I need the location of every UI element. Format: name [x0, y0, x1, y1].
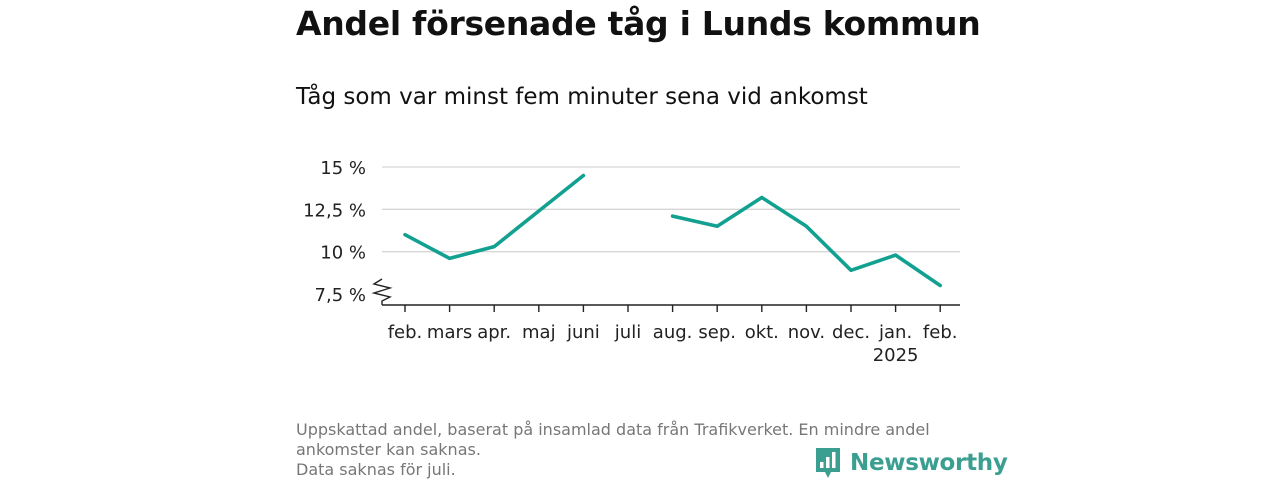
footnote: Uppskattad andel, baserat på insamlad da…: [296, 420, 986, 480]
y-tick-label: 12,5 %: [303, 200, 366, 221]
bar-chart-speech-bubble-icon: [816, 448, 840, 478]
gridlines: [382, 166, 960, 253]
x-tick-label: nov.: [788, 322, 825, 343]
y-tick-label: 15 %: [320, 158, 366, 179]
x-tick-label: okt.: [745, 322, 779, 343]
y-tick-label: 7,5 %: [315, 285, 366, 306]
brand-logo: Newsworthy: [814, 446, 1008, 480]
chart-title: Andel försenade tåg i Lunds kommun: [296, 4, 981, 43]
footnote-line-missing: Data saknas för juli.: [296, 460, 456, 479]
series-lines: [403, 173, 943, 288]
x-tick-label: mars: [427, 322, 472, 343]
x-axis: [371, 278, 960, 306]
x-tick-label: feb.: [923, 322, 958, 343]
series-line-segment: [403, 173, 586, 261]
x-tick-label: aug.: [653, 322, 693, 343]
x-tick-label: dec.: [832, 322, 870, 343]
x-tick-label: sep.: [698, 322, 736, 343]
x-axis-ticks: feb. mars apr. maj juni juli aug. sep. okt. nov. d…: [388, 305, 958, 366]
axis-break-icon: [371, 278, 393, 305]
x-tick-label: juli: [614, 322, 641, 343]
x-tick-label: feb.: [388, 322, 423, 343]
x-tick-label: maj: [522, 322, 556, 343]
series-line-segment: [670, 195, 943, 288]
chart-subtitle: Tåg som var minst fem minuter sena vid a…: [296, 84, 868, 110]
y-axis-ticks: 7,5 % 10 % 12,5 % 15 %: [303, 158, 366, 306]
footnote-line-source: Uppskattad andel, baserat på insamlad da…: [296, 420, 930, 459]
line-chart: 7,5 %10 %12,5 %15 % feb. mars apr. maj juni j…: [303, 158, 960, 366]
y-tick-label: 10 %: [320, 243, 366, 264]
x-tick-label: juni: [566, 322, 600, 343]
x-tick-label: apr.: [477, 322, 511, 343]
x-tick-year-label: 2025: [873, 345, 919, 366]
x-tick-label: jan.: [878, 322, 912, 343]
brand-name: Newsworthy: [850, 450, 1008, 476]
